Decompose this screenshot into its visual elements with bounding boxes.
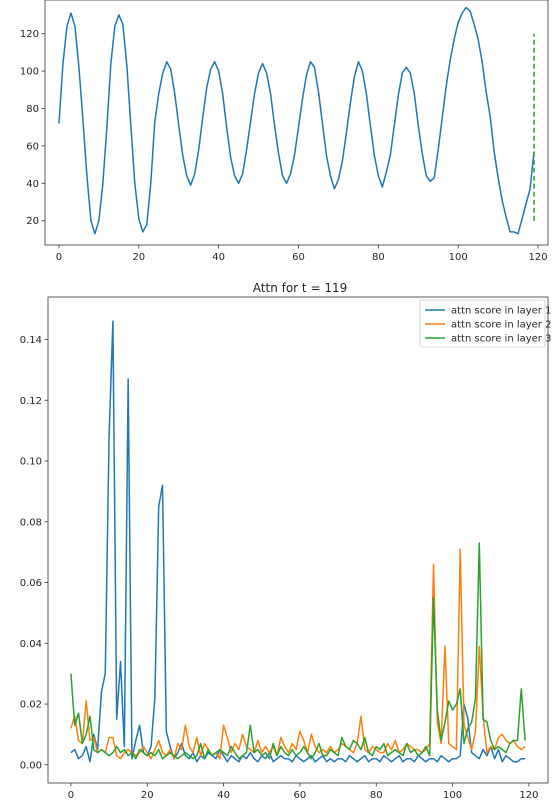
y-tick-label: 120 (20, 29, 39, 40)
series-layer (58, 6, 535, 235)
y-tick-label: 0.12 (20, 396, 42, 407)
legend-label-layer-3: attn score in layer 3 (451, 334, 551, 345)
legend-box (419, 299, 546, 348)
y-tick-label: 0.08 (20, 517, 42, 528)
x-tick-label: 40 (217, 790, 230, 801)
x-tick-label: 60 (292, 252, 305, 263)
attention-chart: Attn for t = 119 0 20 40 60 80 100 120 0.000.0… (20, 281, 552, 801)
x-tick-label: 40 (212, 252, 225, 263)
plot-frame (44, 0, 549, 246)
y-tick-label: 80 (26, 104, 39, 115)
x-tick-label: 80 (372, 252, 385, 263)
x-tick-label: 0 (56, 252, 62, 263)
x-tick-label: 80 (370, 790, 383, 801)
y-tick-label: 0.00 (20, 760, 42, 771)
series-line-3 (70, 542, 526, 760)
legend: attn score in layer 1 attn score in laye… (419, 299, 551, 348)
x-tick-label: 60 (294, 790, 307, 801)
legend-label-layer-1: attn score in layer 1 (451, 306, 551, 317)
chart-title: Attn for t = 119 (253, 281, 347, 295)
y-tick-label: 60 (26, 141, 39, 152)
y-tick-label: 40 (26, 179, 39, 190)
y-tick-label: 0.02 (20, 700, 42, 711)
y-tick-label: 0.04 (20, 639, 42, 650)
y-tick-label: 0.14 (20, 335, 42, 346)
x-axis: 0 20 40 60 80 100 120 (68, 783, 538, 801)
y-tick-label: 100 (20, 67, 39, 78)
time-series-chart: 0 20 40 60 80 100 120 20 40 60 80 100 120 (20, 0, 549, 263)
x-tick-label: 20 (132, 252, 145, 263)
y-axis: 20 40 60 80 100 120 (20, 29, 45, 227)
series-line-2 (70, 548, 526, 760)
series-layer (70, 320, 526, 763)
x-tick-label: 100 (443, 790, 462, 801)
y-tick-label: 0.06 (20, 578, 42, 589)
plot-frame (47, 296, 549, 784)
x-tick-label: 20 (141, 790, 154, 801)
x-tick-label: 0 (68, 790, 74, 801)
y-axis: 0.00 0.02 0.04 0.06 0.08 0.10 0.12 0.14 (20, 335, 48, 771)
legend-label-layer-2: attn score in layer 2 (451, 320, 551, 331)
y-tick-label: 20 (26, 216, 39, 227)
x-tick-label: 120 (528, 252, 547, 263)
x-tick-label: 120 (519, 790, 538, 801)
x-axis: 0 20 40 60 80 100 120 (56, 245, 548, 263)
y-tick-label: 0.10 (20, 457, 42, 468)
series-line-1 (58, 6, 535, 235)
x-tick-label: 100 (449, 252, 468, 263)
